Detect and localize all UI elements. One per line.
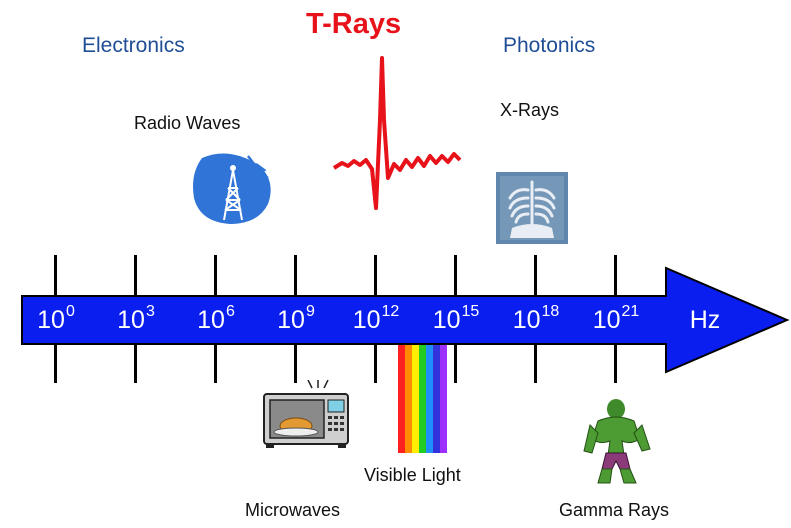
freq-label-7: 1018 xyxy=(512,303,560,334)
freq-label-4: 109 xyxy=(277,303,315,334)
tick-bottom-7 xyxy=(534,345,537,383)
microwaves-label: Microwaves xyxy=(245,500,341,520)
freq-label-1: 100 xyxy=(37,303,75,334)
freq-label-5: 1012 xyxy=(352,303,400,334)
freq-label-3: 106 xyxy=(197,303,235,334)
spectrum-indigo xyxy=(433,345,440,453)
tick-top-1 xyxy=(54,255,57,297)
tick-top-8 xyxy=(614,255,617,297)
axis-unit-label: Hz xyxy=(689,306,721,334)
visible-spectrum xyxy=(398,345,447,453)
tick-top-5 xyxy=(374,255,377,297)
freq-label-6: 1015 xyxy=(432,303,480,334)
photonics-label: Photonics xyxy=(503,34,596,57)
spectrum-orange xyxy=(405,345,412,453)
tick-bottom-1 xyxy=(54,345,57,383)
tick-top-3 xyxy=(214,255,217,297)
tick-bottom-2 xyxy=(134,345,137,383)
freq-label-8: 1021 xyxy=(592,303,640,334)
x-rays-label: X-Rays xyxy=(500,100,560,120)
tick-top-7 xyxy=(534,255,537,297)
tick-bottom-8 xyxy=(614,345,617,383)
freq-label-2: 103 xyxy=(117,303,155,334)
tick-bottom-3 xyxy=(214,345,217,383)
tick-bottom-6 xyxy=(454,345,457,383)
tick-bottom-5 xyxy=(374,345,377,383)
spectrum-green xyxy=(419,345,426,453)
spectrum-violet xyxy=(440,345,447,453)
tick-bottom-4 xyxy=(294,345,297,383)
tick-top-4 xyxy=(294,255,297,297)
gamma-figure-icon xyxy=(583,399,651,484)
t-ray-pulse-icon xyxy=(332,56,462,210)
tick-top-6 xyxy=(454,255,457,297)
spectrum-blue xyxy=(426,345,433,453)
radio-tower-icon xyxy=(193,153,271,224)
radio-waves-label: Radio Waves xyxy=(134,113,241,133)
spectrum-yellow xyxy=(412,345,419,453)
gamma-rays-label: Gamma Rays xyxy=(559,500,670,520)
spectrum-red xyxy=(398,345,405,453)
tick-top-2 xyxy=(134,255,137,297)
electronics-label: Electronics xyxy=(82,34,185,57)
visible-light-label: Visible Light xyxy=(364,465,461,485)
microwave-oven-icon xyxy=(263,380,349,448)
t-rays-label: T-Rays xyxy=(306,8,402,40)
frequency-axis-arrow xyxy=(21,266,790,374)
x-ray-image-icon xyxy=(496,172,568,244)
